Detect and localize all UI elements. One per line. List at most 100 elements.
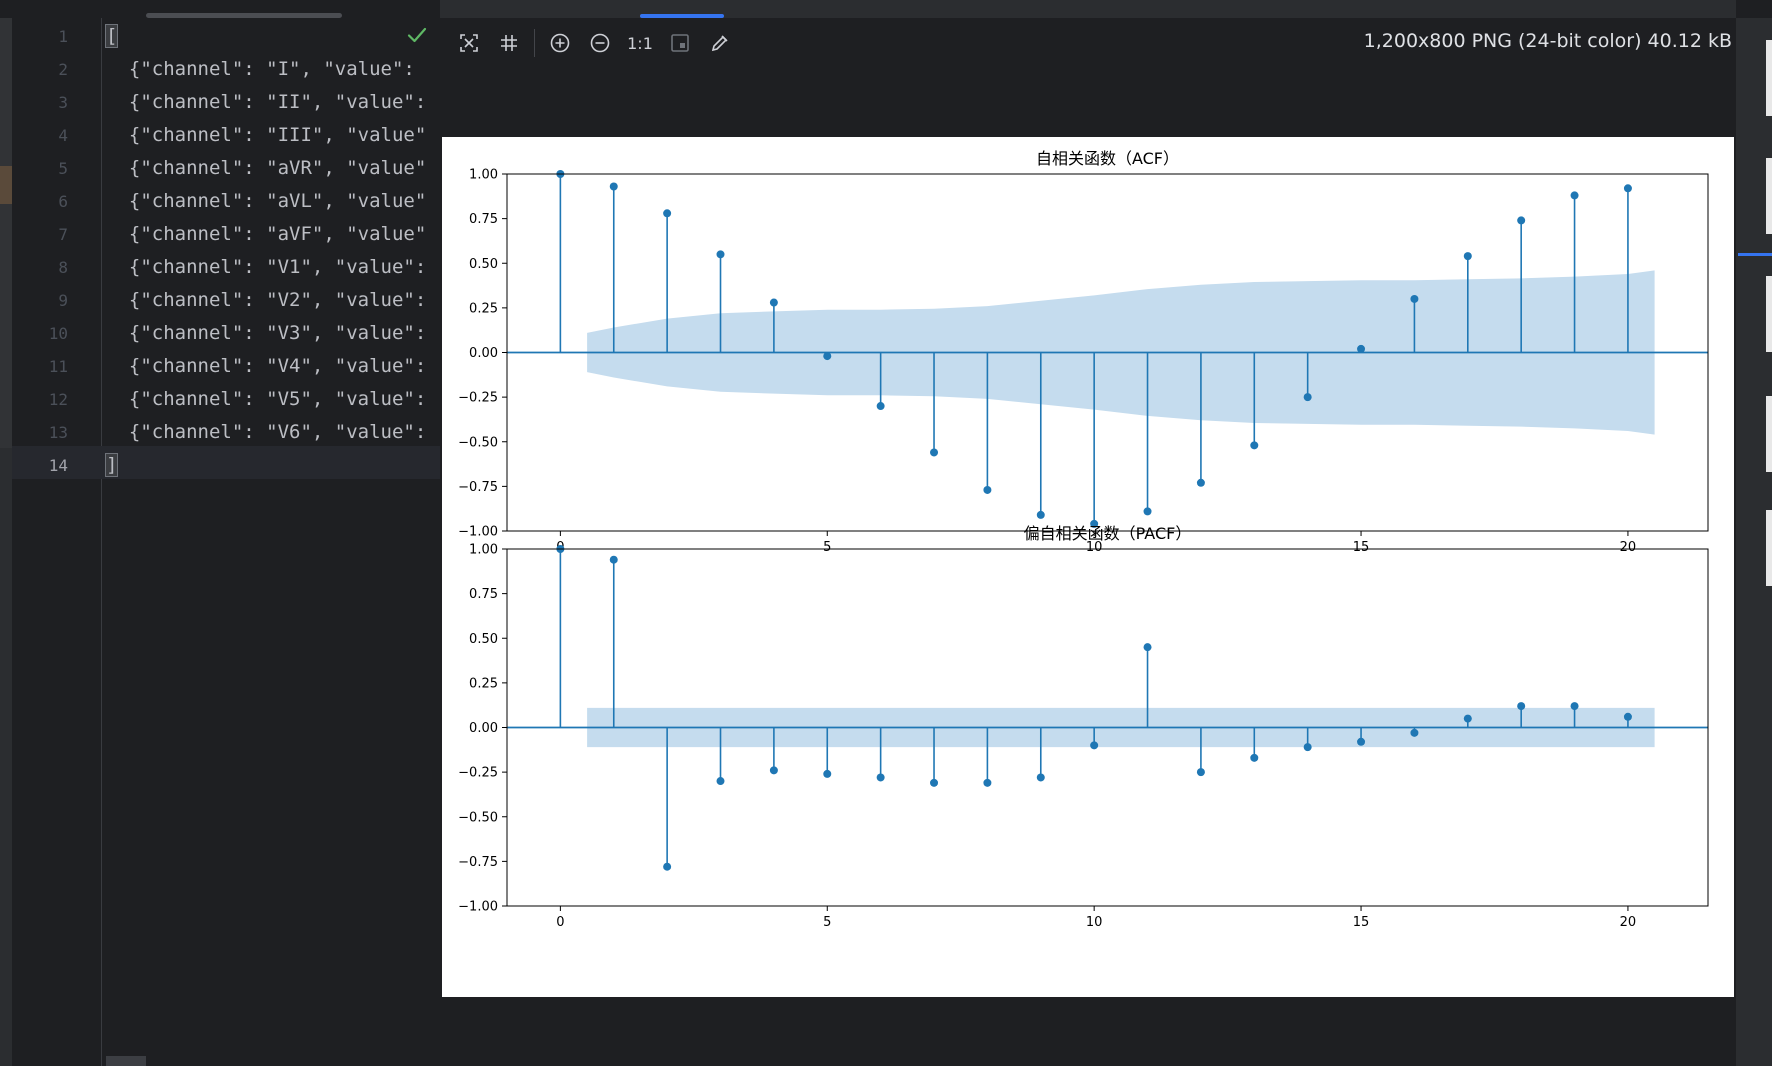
y-tick-label: 1.00 — [469, 543, 498, 558]
code-text: {"channel": "aVF", "value" — [106, 223, 427, 245]
chart-title: 偏自相关函数（PACF） — [1024, 524, 1192, 543]
thumbnail[interactable] — [1766, 276, 1772, 352]
code-line[interactable]: {"channel": "I", "value": — [106, 53, 426, 86]
code-line[interactable]: {"channel": "V6", "value": — [106, 416, 426, 449]
data-point — [1463, 714, 1472, 723]
x-tick-label: 0 — [556, 915, 564, 930]
line-number: 5 — [58, 159, 68, 178]
y-tick-label: 0.25 — [469, 301, 498, 316]
change-marker — [0, 166, 12, 204]
thumbnail[interactable] — [1766, 40, 1772, 116]
data-point — [1623, 184, 1632, 193]
data-point — [716, 777, 725, 786]
data-point — [1357, 737, 1366, 746]
code-text: ] — [104, 453, 119, 477]
data-point — [1303, 743, 1312, 752]
code-line[interactable]: {"channel": "aVF", "value" — [106, 218, 426, 251]
viewer-tab-bar — [440, 0, 1736, 18]
y-tick-label: 0.00 — [469, 346, 498, 361]
data-point — [1036, 510, 1045, 519]
data-point — [1410, 728, 1419, 737]
left-strip-highlight — [0, 18, 12, 448]
chart-title: 自相关函数（ACF） — [1036, 149, 1179, 168]
zoom-in-icon[interactable] — [543, 26, 577, 60]
data-point — [609, 555, 618, 564]
thumbnail[interactable] — [1766, 396, 1772, 472]
x-tick-label: 5 — [823, 540, 831, 555]
grid-icon[interactable] — [492, 26, 526, 60]
data-point — [769, 298, 778, 307]
x-tick-label: 20 — [1620, 915, 1637, 930]
y-tick-label: 0.00 — [469, 721, 498, 736]
line-number: 13 — [48, 423, 68, 442]
data-point — [1303, 393, 1312, 402]
y-tick-label: −0.50 — [458, 810, 498, 825]
acf-pacf-figure: 1.00 0.75 0.50 0.25 0.00 −0.25 −0.50 −0.75 −1.00… — [458, 149, 1709, 930]
zoom-out-icon[interactable] — [583, 26, 617, 60]
data-point — [1143, 507, 1152, 516]
code-editor[interactable] — [102, 18, 440, 1066]
y-tick-label: 1.00 — [469, 168, 498, 183]
data-point — [823, 769, 832, 778]
code-text: {"channel": "V2", "value": — [106, 289, 427, 311]
fit-to-window-icon[interactable] — [452, 26, 486, 60]
line-number: 14 — [48, 456, 68, 475]
chessboard-icon[interactable] — [663, 26, 697, 60]
editor-bottom-scrollbar[interactable] — [106, 1056, 146, 1066]
data-point — [1410, 294, 1419, 303]
color-picker-icon[interactable] — [703, 26, 737, 60]
code-line[interactable]: {"channel": "aVR", "value" — [106, 152, 426, 185]
x-tick-label: 15 — [1353, 915, 1370, 930]
code-text: {"channel": "V3", "value": — [106, 322, 427, 344]
data-point — [1143, 643, 1152, 652]
data-point — [1570, 702, 1579, 711]
code-line[interactable]: [ — [104, 20, 119, 53]
code-line[interactable]: {"channel": "III", "value" — [106, 119, 426, 152]
data-point — [983, 485, 992, 494]
code-line[interactable]: {"channel": "V1", "value": — [106, 251, 426, 284]
code-text: {"channel": "III", "value" — [106, 124, 427, 146]
thumbnail[interactable] — [1766, 158, 1772, 234]
y-tick-label: −1.00 — [458, 900, 498, 915]
code-text: [ — [104, 24, 119, 48]
thumbnail[interactable] — [1766, 510, 1772, 586]
editor-horizontal-scrollbar[interactable] — [146, 13, 342, 18]
actual-size-button[interactable]: 1:1 — [627, 33, 653, 53]
code-line[interactable]: {"channel": "V5", "value": — [106, 383, 426, 416]
data-point — [1570, 191, 1579, 200]
code-line[interactable]: {"channel": "II", "value": — [106, 86, 426, 119]
y-tick-label: 0.25 — [469, 676, 498, 691]
code-line[interactable]: {"channel": "aVL", "value" — [106, 185, 426, 218]
y-tick-label: 0.50 — [469, 632, 498, 647]
code-line[interactable]: {"channel": "V4", "value": — [106, 350, 426, 383]
data-point — [1517, 216, 1526, 225]
line-gutter — [12, 18, 100, 1066]
toolbar-separator — [534, 29, 535, 57]
check-icon[interactable] — [406, 24, 428, 46]
data-point — [876, 773, 885, 782]
code-line[interactable]: ] — [104, 449, 119, 482]
x-tick-label: 5 — [823, 915, 831, 930]
code-text: {"channel": "I", "value": — [106, 58, 427, 80]
line-number: 4 — [58, 126, 68, 145]
code-text: {"channel": "V4", "value": — [106, 355, 427, 377]
y-tick-label: −0.50 — [458, 435, 498, 450]
line-number: 7 — [58, 225, 68, 244]
data-point — [1196, 768, 1205, 777]
code-line[interactable]: {"channel": "V3", "value": — [106, 317, 426, 350]
y-tick-label: −0.25 — [458, 766, 498, 781]
x-tick-label: 15 — [1353, 540, 1370, 555]
left-tool-strip — [0, 0, 12, 1066]
y-tick-label: −0.75 — [458, 855, 498, 870]
code-line[interactable]: {"channel": "V2", "value": — [106, 284, 426, 317]
data-point — [663, 862, 672, 871]
data-point — [1623, 712, 1632, 721]
thumbnail-selection-indicator — [1738, 253, 1772, 256]
line-number: 9 — [58, 291, 68, 310]
line-number: 2 — [58, 60, 68, 79]
line-number: 1 — [58, 27, 68, 46]
data-point — [769, 766, 778, 775]
data-point — [1036, 773, 1045, 782]
data-point — [1090, 741, 1099, 750]
y-tick-label: −0.25 — [458, 391, 498, 406]
